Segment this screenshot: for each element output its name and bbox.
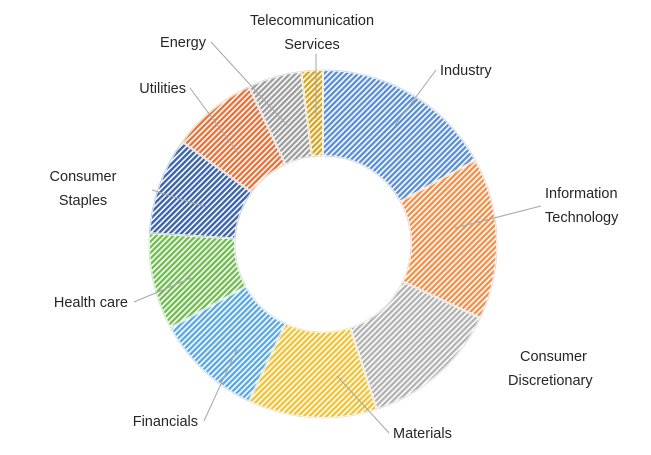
- label-information-technology: Information Technology: [545, 186, 619, 226]
- slices-layer: [148, 68, 498, 419]
- label-consumer-discretionary: Consumer Discretionary: [508, 349, 593, 389]
- leader-lines-layer: [133, 41, 542, 434]
- label-utilities: Utilities: [139, 81, 186, 97]
- leader-line-industry: [394, 69, 437, 126]
- leader-line-consumer-staples: [151, 189, 207, 208]
- leader-line-utilities: [189, 87, 239, 154]
- slice-telecommunication-services: [300, 68, 324, 158]
- label-consumer-staples: Consumer Staples: [50, 169, 117, 209]
- leader-line-materials: [336, 375, 390, 434]
- leader-line-energy: [210, 41, 288, 126]
- label-financials: Financials: [133, 414, 198, 430]
- label-energy: Energy: [160, 35, 207, 51]
- leader-line-information-technology: [454, 205, 542, 229]
- label-telecommunication-services: Telecommunication Services: [250, 13, 374, 53]
- label-health-care: Health care: [54, 295, 128, 311]
- labels-layer: Industry Information Technology Consumer Dis…: [50, 13, 620, 442]
- label-industry: Industry: [440, 63, 492, 79]
- slice-outline-telecommunication-services: [300, 69, 324, 158]
- leader-line-financials: [203, 348, 238, 422]
- label-materials: Materials: [393, 426, 452, 442]
- leader-line-health-care: [133, 277, 192, 303]
